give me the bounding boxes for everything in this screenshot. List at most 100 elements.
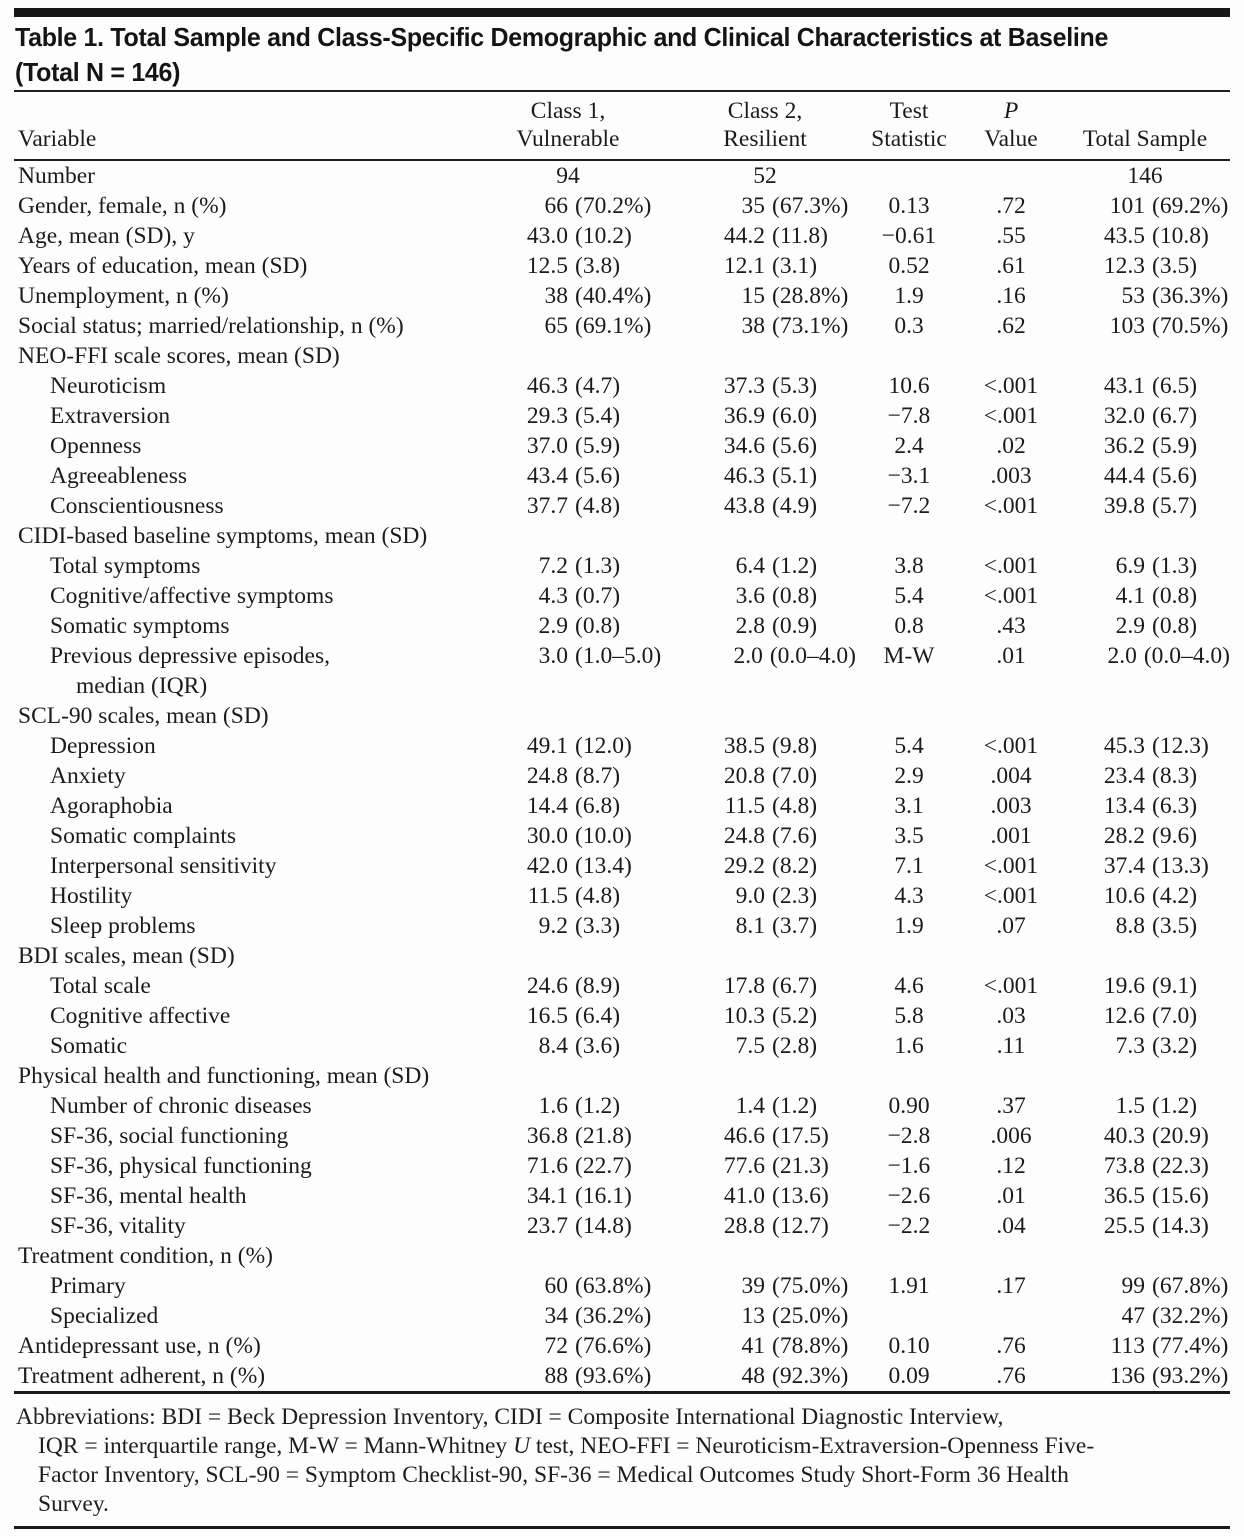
value-paren: (67.3%) xyxy=(772,193,849,219)
value-num: 7.2 xyxy=(538,553,568,579)
cell-class1: 23.7 (14.8) xyxy=(462,1211,674,1241)
cell-class2: 3.6 (0.8) xyxy=(674,581,856,611)
cell-class2: 24.8 (7.6) xyxy=(674,821,856,851)
cell-total-sample: 136 (93.2%) xyxy=(1060,1361,1230,1391)
value-num: 41.0 xyxy=(723,1183,765,1209)
abbreviations-footnote: Abbreviations: BDI = Beck Depression Inv… xyxy=(14,1394,1230,1519)
cell-p-value: .11 xyxy=(996,1033,1026,1059)
cell-variable: Interpersonal sensitivity xyxy=(14,851,462,881)
value-paren: (12.0) xyxy=(575,733,632,759)
cell-p-value: .006 xyxy=(990,1123,1032,1149)
value-num: 46.3 xyxy=(526,373,568,399)
cell-total-sample: 28.2 (9.6) xyxy=(1060,821,1230,851)
value-num: 6.9 xyxy=(1115,553,1145,579)
row-label: Total scale xyxy=(50,973,151,999)
cell-total-sample: 25.5 (14.3) xyxy=(1060,1211,1230,1241)
cell-total-sample: 103 (70.5%) xyxy=(1060,311,1230,341)
table-row: Somatic 8.4 (3.6) 7.5 (2.8) 1.6 .11 7.3 (3.2) xyxy=(14,1031,1230,1061)
cell-p-value: <.001 xyxy=(983,883,1039,909)
value-paren: (8.3) xyxy=(1152,763,1198,789)
cell-class2: 2.8 (0.9) xyxy=(674,611,856,641)
table-title-line1: Table 1. Total Sample and Class-Specific… xyxy=(15,22,1109,52)
value-num: 2.0 xyxy=(1107,643,1137,669)
value-num: 53 xyxy=(1121,283,1146,309)
section-row: Physical health and functioning, mean (S… xyxy=(14,1061,1230,1091)
cell-class2: 17.8 (6.7) xyxy=(674,971,856,1001)
value-num: 2.0 xyxy=(733,643,763,669)
value-num: 14.4 xyxy=(526,793,568,819)
value-paren: (3.8) xyxy=(575,253,621,279)
cell-class1: 12.5 (3.8) xyxy=(462,251,674,281)
table-row: Interpersonal sensitivity 42.0 (13.4) 29.2 (… xyxy=(14,851,1230,881)
value-num: 28.2 xyxy=(1103,823,1145,849)
value-num: 48 xyxy=(741,1363,766,1389)
value-paren: (16.1) xyxy=(575,1183,632,1209)
cell-test-statistic: 1.91 xyxy=(888,1273,930,1299)
row-label: Openness xyxy=(50,433,142,459)
value-num: 1.6 xyxy=(538,1093,568,1119)
cell-class1: 66 (70.2%) xyxy=(462,191,674,221)
cell-variable: Extraversion xyxy=(14,401,462,431)
value-num: 24.6 xyxy=(526,973,568,999)
column-header-test-line2: Statistic xyxy=(871,126,947,152)
value-num: 15 xyxy=(741,283,766,309)
value-num: 8.4 xyxy=(538,1033,568,1059)
cell-class2: 38.5 (9.8) xyxy=(674,731,856,761)
table-row: SF-36, physical functioning 71.6 (22.7) 77.… xyxy=(14,1151,1230,1181)
value-paren: (2.3) xyxy=(772,883,818,909)
cell-class1: 11.5 (4.8) xyxy=(462,881,674,911)
row-label: Number xyxy=(18,163,96,189)
column-header-p-line2: Value xyxy=(984,126,1038,152)
value-num: 10.6 xyxy=(1103,883,1145,909)
value-num: 45.3 xyxy=(1103,733,1145,759)
value: 52 xyxy=(753,163,777,189)
value-paren: (4.9) xyxy=(772,493,818,519)
value-num: 8.8 xyxy=(1115,913,1145,939)
cell-test-statistic: 0.10 xyxy=(888,1333,930,1359)
cell-class2: 46.3 (5.1) xyxy=(674,461,856,491)
value-paren: (3.1) xyxy=(772,253,818,279)
cell-total-sample: 53 (36.3%) xyxy=(1060,281,1230,311)
value-paren: (8.7) xyxy=(575,763,621,789)
cell-variable: SF-36, physical functioning xyxy=(14,1151,462,1181)
column-header-class1: Class 1, Vulnerable xyxy=(462,97,674,153)
value-paren: (17.5) xyxy=(772,1123,829,1149)
value-num: 1.4 xyxy=(735,1093,765,1119)
cell-p-value: .02 xyxy=(996,433,1026,459)
table-row: Extraversion 29.3 (5.4) 36.9 (6.0) −7.8 <.001 3… xyxy=(14,401,1230,431)
cell-class2: 46.6 (17.5) xyxy=(674,1121,856,1151)
value-num: 24.8 xyxy=(526,763,568,789)
value-num: 24.8 xyxy=(723,823,765,849)
cell-total-sample: 2.9 (0.8) xyxy=(1060,611,1230,641)
cell-variable: Unemployment, n (%) xyxy=(14,281,462,311)
cell-variable: Cognitive/affective symptoms xyxy=(14,581,462,611)
cell-variable: Conscientiousness xyxy=(14,491,462,521)
cell-total-sample: 36.5 (15.6) xyxy=(1060,1181,1230,1211)
value-paren: (0.8) xyxy=(1152,613,1198,639)
footnote-line2-pre: IQR = interquartile range, M-W = Mann-Wh… xyxy=(38,1433,514,1459)
row-label: Primary xyxy=(50,1273,126,1299)
cell-class2: 9.0 (2.3) xyxy=(674,881,856,911)
table-body: Number 94 52 146 Gender, female, n (%) 66 (70.… xyxy=(14,161,1230,1391)
value-num: 7.3 xyxy=(1115,1033,1145,1059)
value-paren: (7.6) xyxy=(772,823,818,849)
cell-total-sample: 73.8 (22.3) xyxy=(1060,1151,1230,1181)
cell-class1: 36.8 (21.8) xyxy=(462,1121,674,1151)
column-header-p-value: P Value xyxy=(962,97,1060,153)
cell-test-statistic: 2.4 xyxy=(894,433,924,459)
cell-class1: 43.0 (10.2) xyxy=(462,221,674,251)
cell-variable: Specialized xyxy=(14,1301,462,1331)
value-num: 12.6 xyxy=(1103,1003,1145,1029)
cell-p-value: .43 xyxy=(996,613,1026,639)
value-num: 40.3 xyxy=(1103,1123,1145,1149)
value-paren: (5.2) xyxy=(772,1003,818,1029)
cell-total-sample: 7.3 (3.2) xyxy=(1060,1031,1230,1061)
cell-p-value: <.001 xyxy=(983,853,1039,879)
cell-p-value: .003 xyxy=(990,793,1032,819)
value-paren: (6.8) xyxy=(575,793,621,819)
table-row: Number 94 52 146 xyxy=(14,161,1230,191)
cell-class1: 16.5 (6.4) xyxy=(462,1001,674,1031)
value-paren: (76.6%) xyxy=(575,1333,652,1359)
value-paren: (6.4) xyxy=(575,1003,621,1029)
cell-test-statistic: 1.9 xyxy=(894,283,924,309)
